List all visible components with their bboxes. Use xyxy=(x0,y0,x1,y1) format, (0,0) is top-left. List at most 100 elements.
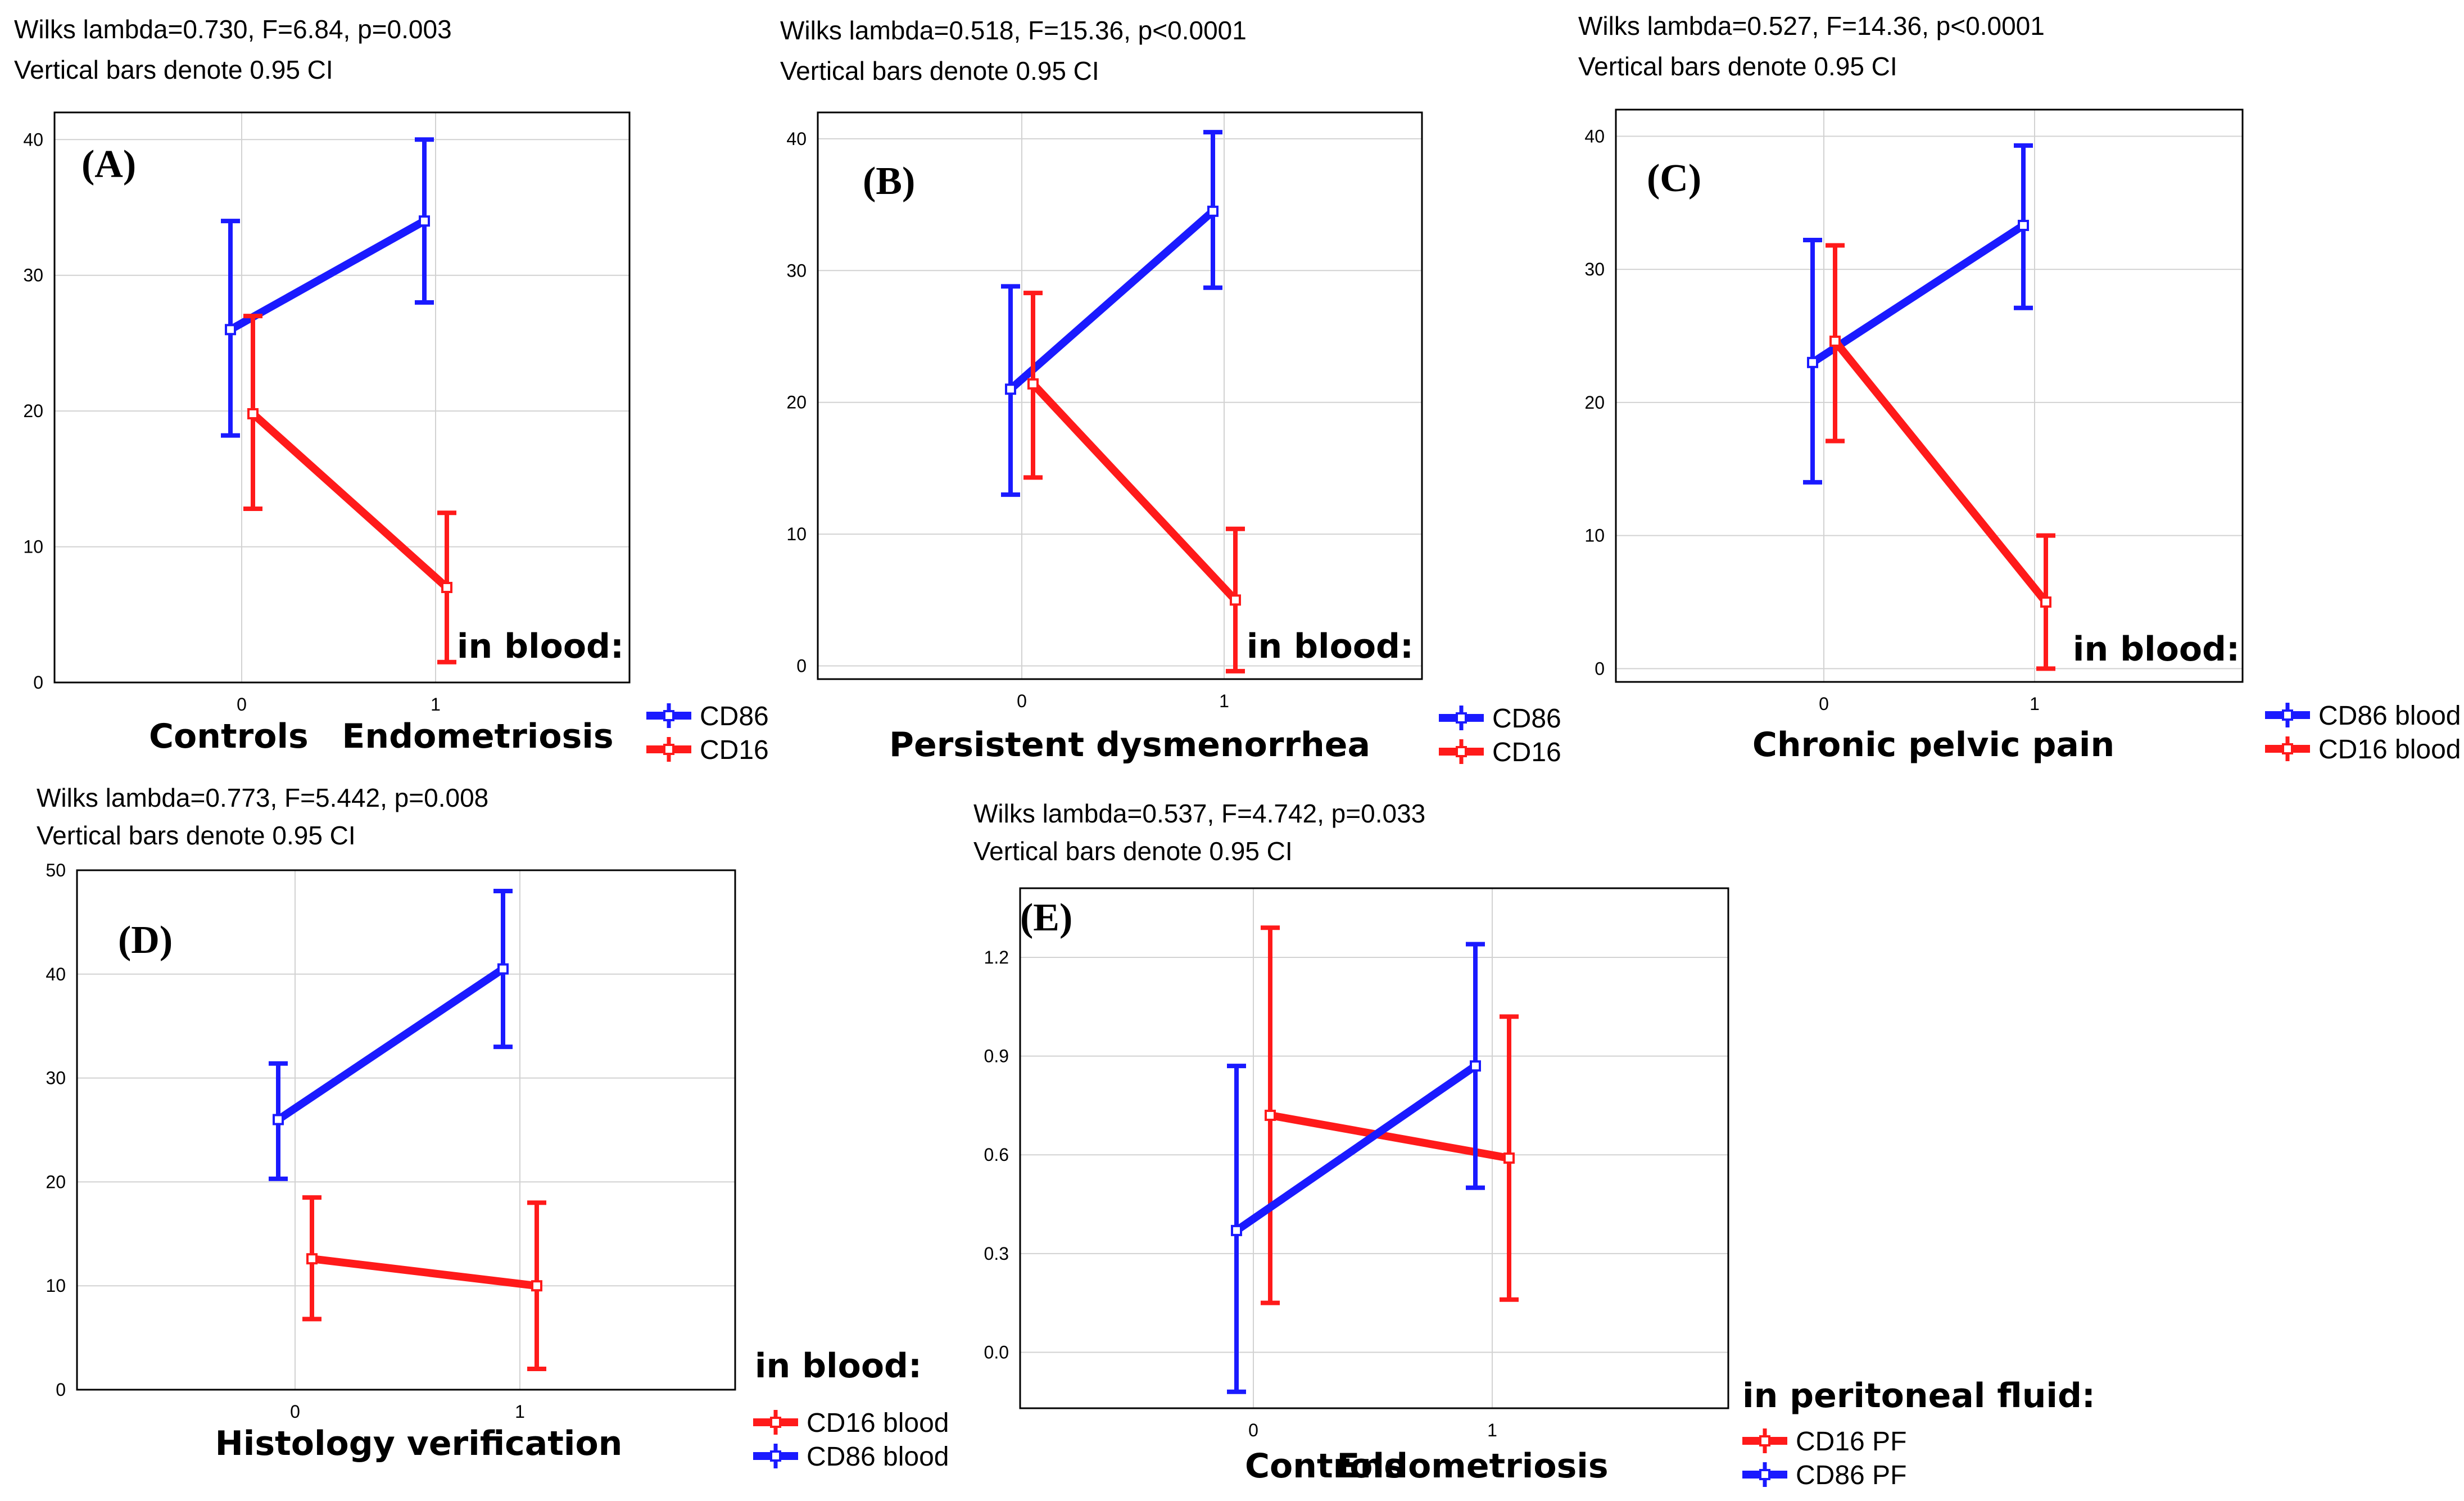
legend-label: CD16 xyxy=(700,735,769,765)
y-tick-label: 0 xyxy=(796,656,807,676)
x-tick-label: 1 xyxy=(1219,691,1229,711)
x-tick-label: 1 xyxy=(515,1401,525,1422)
legend: CD86 CD16 xyxy=(1439,704,1561,767)
y-tick-label: 40 xyxy=(1584,126,1605,146)
y-tick-label: 40 xyxy=(46,964,66,984)
plot-frame xyxy=(76,869,736,1391)
y-tick-label: 10 xyxy=(46,1276,66,1296)
measure-note: in blood: xyxy=(2073,630,2240,669)
y-tick-label: 30 xyxy=(1584,259,1605,279)
y-tick-label: 1.2 xyxy=(984,947,1009,967)
x-tick-label: 1 xyxy=(1487,1420,1497,1440)
x-group-label: Controls xyxy=(149,717,309,756)
data-point xyxy=(1470,1060,1481,1072)
legend: CD16 PF CD86 PF xyxy=(1742,1427,1906,1490)
measure-note: in blood: xyxy=(1247,627,1414,666)
x-group-label: Endometriosis xyxy=(1337,1446,1608,1486)
legend-swatch-marker xyxy=(1759,1469,1770,1480)
data-point xyxy=(1503,1152,1515,1164)
x-tick-label: 1 xyxy=(2030,694,2040,714)
legend-swatch-marker xyxy=(770,1450,781,1462)
series-line-cd86-blood xyxy=(1809,221,2027,367)
legend-label: CD86 xyxy=(1492,704,1561,734)
data-point xyxy=(1005,383,1016,395)
measure-note: in blood: xyxy=(457,627,624,666)
data-point xyxy=(1231,1224,1242,1236)
data-point xyxy=(2018,219,2029,231)
legend-swatch-marker xyxy=(663,710,674,721)
x-tick-label: 0 xyxy=(1248,1420,1258,1440)
y-tick-label: 20 xyxy=(786,392,807,413)
stat-line-1: Wilks lambda=0.527, F=14.36, p<0.0001 xyxy=(1578,11,2045,40)
data-point xyxy=(419,215,430,227)
stat-line-2: Vertical bars denote 0.95 CI xyxy=(37,821,356,850)
data-point xyxy=(1230,594,1241,606)
chart-panel-1: Wilks lambda=0.518, F=15.36, p<0.0001 Ver… xyxy=(780,16,1561,767)
legend-label: CD16 PF xyxy=(1796,1427,1906,1457)
legend-label: CD16 xyxy=(1492,738,1561,767)
y-tick-label: 40 xyxy=(23,129,43,150)
x-group-label: Controls xyxy=(1245,1446,1405,1486)
y-tick-label: 30 xyxy=(46,1068,66,1088)
legend: CD86 blood CD16 blood xyxy=(2265,701,2461,765)
y-tick-label: 0.0 xyxy=(984,1342,1009,1362)
legend: CD16 blood CD86 blood xyxy=(753,1408,949,1472)
plot-frame xyxy=(1615,108,2244,683)
y-tick-label: 30 xyxy=(786,260,807,281)
x-tick-label: 0 xyxy=(1819,694,1829,714)
chart-panel-0: Wilks lambda=0.730, F=6.84, p=0.003 Verti… xyxy=(14,15,769,765)
series-line-cd16 xyxy=(249,409,451,591)
chart-panel-3: Wilks lambda=0.773, F=5.442, p=0.008 Vert… xyxy=(37,783,949,1472)
legend-label: CD86 blood xyxy=(807,1442,949,1472)
series-line-cd86 xyxy=(227,217,428,334)
panel-letter: (A) xyxy=(81,143,136,186)
x-tick-label: 0 xyxy=(237,694,247,715)
y-tick-label: 0.6 xyxy=(984,1145,1009,1165)
panel-letter: (B) xyxy=(863,160,915,203)
data-point xyxy=(1027,378,1039,390)
stat-line-1: Wilks lambda=0.773, F=5.442, p=0.008 xyxy=(37,783,488,812)
x-group-label: Endometriosis xyxy=(342,717,613,756)
data-point xyxy=(273,1114,284,1125)
y-tick-label: 0 xyxy=(56,1380,66,1400)
legend-swatch-marker xyxy=(2282,743,2293,754)
legend-swatch-marker xyxy=(1456,712,1467,724)
legend: CD86 CD16 xyxy=(646,702,769,765)
y-tick-label: 50 xyxy=(46,860,66,880)
y-tick-label: 0 xyxy=(33,672,43,693)
plot-frame xyxy=(53,111,631,684)
panel-letter: (C) xyxy=(1647,157,1701,200)
data-point xyxy=(1207,205,1219,217)
plot-frame xyxy=(817,111,1423,680)
stat-line-2: Vertical bars denote 0.95 CI xyxy=(973,837,1293,866)
stat-line-2: Vertical bars denote 0.95 CI xyxy=(1578,52,1897,81)
legend-swatch-marker xyxy=(663,744,674,755)
y-tick-label: 30 xyxy=(23,265,43,286)
stat-line-2: Vertical bars denote 0.95 CI xyxy=(14,55,333,84)
series-line-cd86 xyxy=(1007,207,1217,394)
chart-panel-2: Wilks lambda=0.527, F=14.36, p<0.0001 Ver… xyxy=(1578,11,2461,765)
legend-swatch-marker xyxy=(1759,1435,1770,1446)
x-tick-label: 0 xyxy=(1017,691,1027,711)
legend-label: CD16 blood xyxy=(2318,735,2461,765)
x-axis-label: Persistent dysmenorrhea xyxy=(889,725,1370,765)
panel-letter: (E) xyxy=(1020,896,1072,939)
data-point xyxy=(225,324,236,336)
data-point xyxy=(497,963,509,975)
legend-swatch-marker xyxy=(2282,709,2293,721)
data-point xyxy=(531,1280,542,1292)
stat-line-2: Vertical bars denote 0.95 CI xyxy=(780,56,1099,85)
measure-note: in blood: xyxy=(755,1346,922,1386)
stat-line-1: Wilks lambda=0.537, F=4.742, p=0.033 xyxy=(973,799,1425,828)
chart-panel-4: Wilks lambda=0.537, F=4.742, p=0.033 Vert… xyxy=(973,799,2095,1490)
x-axis-label: Histology verification xyxy=(215,1424,623,1463)
legend-label: CD86 PF xyxy=(1796,1461,1906,1490)
y-tick-label: 40 xyxy=(786,129,807,149)
data-point xyxy=(1807,356,1818,368)
y-tick-label: 0 xyxy=(1595,658,1605,679)
panel-letter: (D) xyxy=(118,919,173,962)
legend-label: CD16 blood xyxy=(807,1408,949,1438)
y-tick-label: 20 xyxy=(46,1172,66,1192)
y-tick-label: 0.3 xyxy=(984,1244,1009,1264)
